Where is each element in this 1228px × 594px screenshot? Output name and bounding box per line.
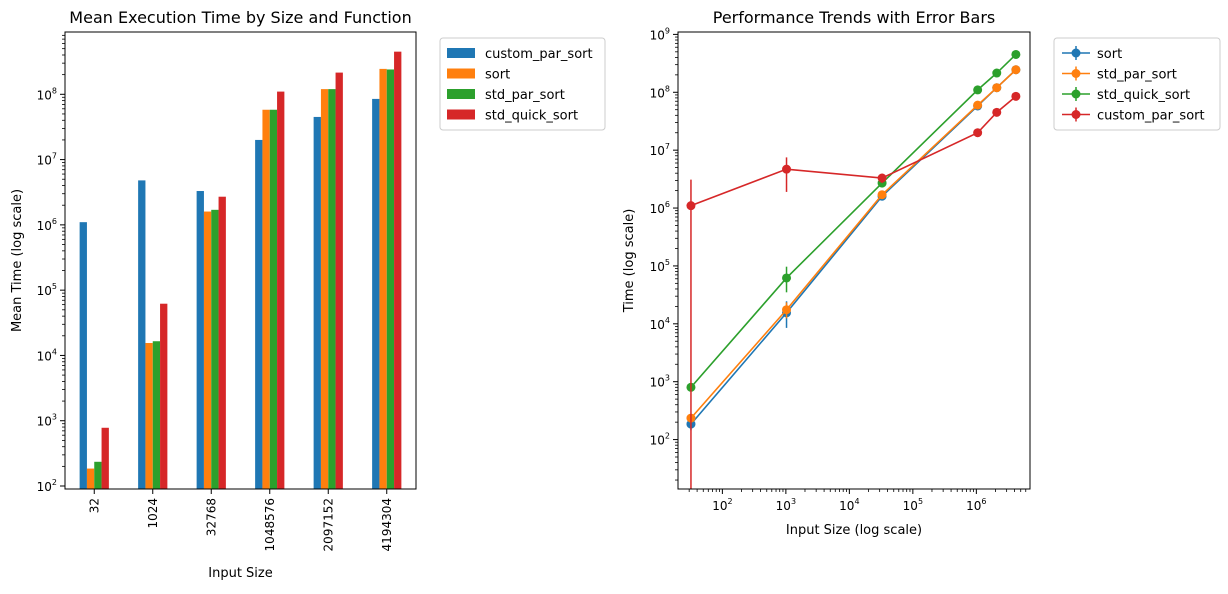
y-tick-label: 106 xyxy=(37,217,57,233)
bar xyxy=(211,209,219,489)
x-tick-label: 105 xyxy=(903,497,923,513)
x-tick-label: 32768 xyxy=(204,498,218,536)
legend-box xyxy=(1053,37,1221,131)
x-tick-label: 2097152 xyxy=(321,498,335,551)
data-point xyxy=(992,68,1002,78)
legend-box xyxy=(439,37,606,131)
data-point xyxy=(782,305,792,315)
legend-label: custom_par_sort xyxy=(1097,109,1205,124)
y-tick-label: 103 xyxy=(650,374,670,390)
x-tick-label: 102 xyxy=(712,497,732,513)
y-tick-label: 104 xyxy=(37,347,57,363)
y-tick-label: 107 xyxy=(37,152,57,168)
data-point xyxy=(992,83,1002,93)
axes-frame xyxy=(677,31,1031,490)
legend-swatch xyxy=(447,109,475,120)
x-tick-label: 106 xyxy=(966,497,986,513)
data-point xyxy=(1011,49,1021,59)
bar xyxy=(160,303,168,489)
data-point xyxy=(782,164,792,174)
y-tick-label: 106 xyxy=(650,200,670,216)
x-tick-label: 103 xyxy=(776,497,796,513)
bar xyxy=(145,343,153,489)
x-tick-label: 104 xyxy=(839,497,859,513)
bar xyxy=(269,109,278,490)
bar xyxy=(203,211,212,490)
series-line xyxy=(690,95,1017,207)
legend-marker xyxy=(1071,48,1081,58)
data-point xyxy=(973,85,983,95)
bar xyxy=(101,427,109,489)
legend-marker xyxy=(1071,110,1081,119)
bar xyxy=(94,461,102,489)
data-point xyxy=(973,128,983,138)
legend-label: custom_par_sort xyxy=(485,47,593,62)
legend-label: sort xyxy=(485,68,510,83)
y-tick-label: 102 xyxy=(650,432,670,448)
data-point xyxy=(1011,65,1021,75)
bar xyxy=(255,139,263,489)
legend-label: std_quick_sort xyxy=(485,109,578,124)
chart-title: Mean Execution Time by Size and Function xyxy=(69,8,411,27)
y-tick-label: 105 xyxy=(650,258,670,274)
y-tick-label: 107 xyxy=(650,142,670,158)
y-tick-label: 103 xyxy=(37,413,57,429)
data-point xyxy=(973,100,983,110)
bar xyxy=(372,98,380,489)
legend-label: std_par_sort xyxy=(1097,68,1177,83)
y-tick-label: 108 xyxy=(37,86,57,102)
legend-label: std_quick_sort xyxy=(1097,88,1190,103)
x-tick-label: 4194304 xyxy=(380,498,394,551)
x-tick-label: 1048576 xyxy=(263,498,277,551)
x-axis-label: Input Size xyxy=(208,566,272,581)
legend-marker xyxy=(1071,69,1081,78)
series-line xyxy=(690,69,1017,419)
data-point xyxy=(877,190,887,200)
bar xyxy=(313,116,321,490)
bar xyxy=(196,191,204,489)
x-tick-label: 1024 xyxy=(146,498,160,529)
y-tick-label: 108 xyxy=(650,84,670,100)
bar xyxy=(335,72,343,490)
bar xyxy=(379,68,387,489)
bar xyxy=(320,89,329,489)
legend-swatch xyxy=(447,68,475,79)
data-point xyxy=(992,107,1002,117)
series-line xyxy=(690,69,1017,425)
x-tick-label: 32 xyxy=(87,498,101,513)
legend-swatch xyxy=(447,89,475,99)
x-axis-label: Input Size (log scale) xyxy=(786,523,922,538)
y-tick-label: 109 xyxy=(650,26,670,42)
bar xyxy=(152,341,161,489)
legend-marker xyxy=(1071,89,1081,99)
y-tick-label: 102 xyxy=(37,478,57,494)
bar xyxy=(328,89,336,489)
series-line xyxy=(690,53,1017,388)
data-point xyxy=(686,201,696,211)
bar xyxy=(79,222,87,489)
legend-label: sort xyxy=(1097,47,1122,62)
bar xyxy=(138,180,146,489)
bar xyxy=(277,91,285,489)
y-axis-label: Mean Time (log scale) xyxy=(10,189,25,332)
bar xyxy=(386,69,395,489)
axes-frame xyxy=(64,31,417,490)
chart-title: Performance Trends with Error Bars xyxy=(713,8,996,27)
y-tick-label: 105 xyxy=(37,282,57,298)
bar xyxy=(218,196,226,489)
bar xyxy=(262,109,270,490)
bar xyxy=(86,468,95,489)
data-point xyxy=(877,173,887,183)
data-point xyxy=(782,273,792,283)
y-tick-label: 104 xyxy=(650,316,670,332)
legend-swatch xyxy=(447,48,475,58)
legend-label: std_par_sort xyxy=(485,88,565,103)
bar xyxy=(394,51,402,490)
data-point xyxy=(1011,91,1021,101)
y-axis-label: Time (log scale) xyxy=(622,209,637,314)
